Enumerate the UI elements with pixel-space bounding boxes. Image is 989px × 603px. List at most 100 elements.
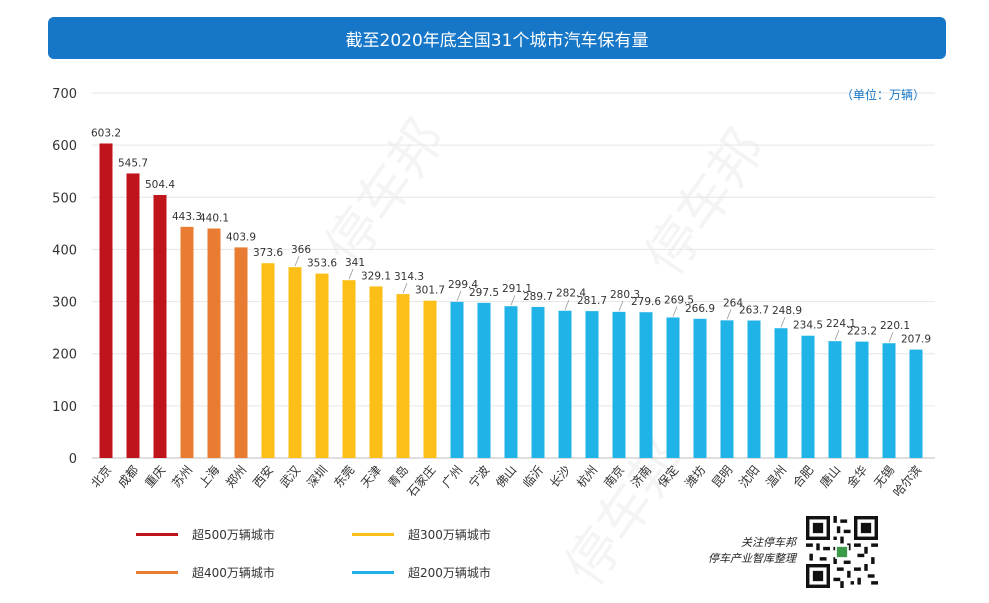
data-label-leader — [618, 300, 624, 311]
unit-note: （单位：万辆） — [840, 88, 925, 102]
bar — [612, 311, 626, 458]
data-label: 329.1 — [361, 270, 391, 282]
data-label: 366 — [291, 244, 311, 256]
data-label: 299.4 — [448, 279, 478, 291]
y-tick-label: 0 — [69, 452, 77, 467]
data-label: 279.6 — [631, 296, 661, 308]
data-label-leader — [780, 317, 786, 328]
bar — [828, 341, 842, 458]
data-label: 297.5 — [469, 287, 499, 299]
data-label: 282.4 — [556, 288, 586, 300]
category-label: 唐山 — [816, 462, 843, 490]
data-label: 263.7 — [739, 304, 769, 316]
data-label-leader — [510, 295, 516, 306]
bar — [234, 247, 248, 458]
category-label: 温州 — [763, 463, 789, 490]
bar — [99, 143, 113, 458]
category-label: 成都 — [115, 463, 141, 490]
data-label-leader — [402, 282, 408, 294]
data-label: 280.3 — [610, 289, 640, 301]
category-label: 天津 — [358, 463, 384, 490]
data-label: 504.4 — [145, 179, 175, 191]
bar — [585, 311, 599, 458]
category-label: 西安 — [249, 462, 276, 490]
bar — [531, 306, 545, 458]
category-label: 石家庄 — [404, 462, 439, 499]
data-label: 289.7 — [523, 291, 553, 303]
legend-label: 超400万辆城市 — [192, 566, 275, 580]
category-label: 广州 — [439, 463, 465, 490]
bar — [396, 294, 410, 458]
legend-item-500: 超500万辆城市 — [136, 526, 275, 543]
data-label: 353.6 — [307, 258, 337, 270]
data-label: 234.5 — [793, 320, 823, 332]
category-label: 金华 — [843, 462, 870, 490]
y-tick-label: 300 — [52, 296, 77, 311]
chart-title: 截至2020年底全国31个城市汽车保有量 — [48, 17, 946, 59]
bar — [639, 312, 653, 458]
category-label: 南京 — [600, 462, 627, 490]
legend-label: 超500万辆城市 — [192, 528, 275, 542]
credit-line-2: 停车产业智库整理 — [708, 552, 796, 565]
category-label: 沈阳 — [735, 462, 762, 490]
bar — [720, 320, 734, 458]
data-label-leader — [564, 299, 570, 310]
category-label: 上海 — [195, 462, 222, 490]
bar — [504, 306, 518, 458]
bar — [558, 310, 572, 458]
bar — [666, 317, 680, 458]
data-label: 603.2 — [91, 127, 121, 139]
bar — [126, 173, 140, 458]
bar — [693, 318, 707, 458]
data-label: 220.1 — [880, 320, 910, 332]
category-label: 潍坊 — [681, 462, 708, 490]
qr-code[interactable] — [806, 516, 878, 588]
bar — [477, 302, 491, 458]
legend-swatch — [136, 571, 178, 574]
bar — [315, 273, 329, 458]
bar — [369, 286, 383, 458]
legend-label: 超200万辆城市 — [408, 566, 491, 580]
credit-text: 关注停车邦 停车产业智库整理 — [688, 535, 796, 567]
data-label-leader — [456, 290, 462, 302]
data-label-leader — [348, 269, 354, 280]
data-label: 373.6 — [253, 247, 283, 259]
y-tick-label: 500 — [52, 191, 77, 206]
data-label-leader — [888, 332, 894, 343]
data-label: 443.3 — [172, 211, 202, 223]
y-tick-label: 400 — [52, 243, 77, 258]
bar — [882, 343, 896, 458]
bar — [747, 320, 761, 458]
category-label: 宁波 — [465, 462, 492, 490]
category-label: 北京 — [88, 463, 114, 490]
category-label: 佛山 — [493, 463, 519, 490]
category-label: 武汉 — [277, 463, 303, 490]
data-label-leader — [294, 256, 300, 267]
category-label: 深圳 — [304, 463, 330, 490]
bar — [450, 301, 464, 458]
data-label: 248.9 — [772, 305, 802, 317]
legend-item-300: 超300万辆城市 — [352, 526, 491, 543]
bar — [909, 349, 923, 458]
legend-swatch — [136, 533, 178, 536]
data-label: 266.9 — [685, 303, 715, 315]
data-label-leader — [726, 309, 732, 320]
legend-item-200: 超200万辆城市 — [352, 564, 491, 581]
legend-item-400: 超400万辆城市 — [136, 564, 275, 581]
data-label: 207.9 — [901, 334, 931, 346]
data-label-leader — [834, 329, 840, 341]
data-label: 314.3 — [394, 271, 424, 283]
bar — [153, 194, 167, 458]
category-label: 合肥 — [789, 462, 816, 490]
category-label: 苏州 — [169, 463, 195, 490]
data-label: 223.2 — [847, 326, 877, 338]
data-label: 403.9 — [226, 231, 256, 243]
category-label: 东莞 — [331, 463, 357, 490]
category-label: 临沂 — [520, 463, 546, 490]
y-tick-label: 600 — [52, 139, 77, 154]
y-tick-label: 700 — [52, 87, 77, 102]
data-label-leader — [672, 306, 678, 317]
legend-label: 超300万辆城市 — [408, 528, 491, 542]
bar — [774, 328, 788, 458]
